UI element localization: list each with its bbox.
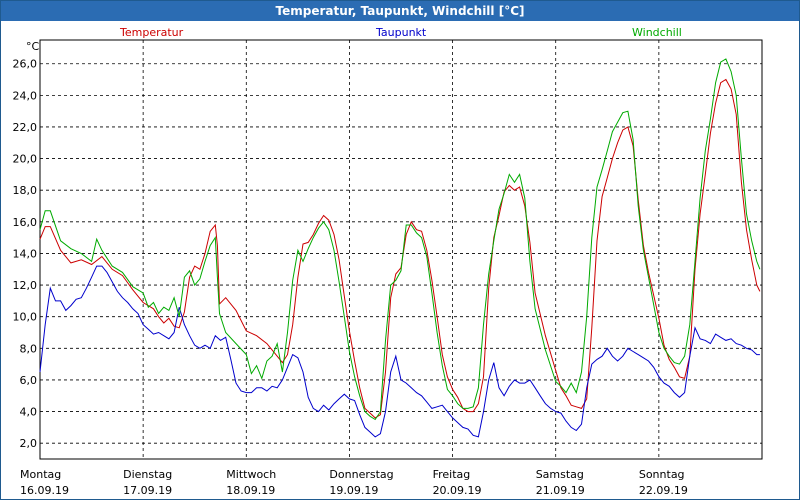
y-axis: 2,0 4,0 6,0 8,0 10,0 12,0 14,0 16,0 18,0 20,0 22,0… (13, 58, 38, 450)
y-tick-label: 18,0 (13, 184, 38, 197)
legend-taupunkt: Taupunkt (375, 26, 427, 39)
window-title: Temperatur, Taupunkt, Windchill [°C] (1, 1, 799, 21)
x-tick-date: 17.09.19 (123, 484, 172, 497)
x-tick-date: 22.09.19 (639, 484, 688, 497)
series-lines (39, 58, 761, 438)
x-tick-day: Dienstag (123, 468, 172, 481)
legend-temperatur: Temperatur (119, 26, 184, 39)
series-line-taupunkt (39, 265, 760, 438)
plot-border (39, 39, 763, 460)
x-axis: Montag 16.09.19 Dienstag 17.09.19 Mittwoch 18… (20, 468, 688, 497)
x-tick-day: Sonntag (639, 468, 685, 481)
x-tick-day: Samstag (536, 468, 584, 481)
x-tick-day: Donnerstag (329, 468, 393, 481)
x-tick-day: Mittwoch (226, 468, 276, 481)
x-tick-date: 21.09.19 (536, 484, 585, 497)
y-tick-label: 20,0 (13, 153, 38, 166)
x-tick-day: Freitag (433, 468, 471, 481)
y-tick-label: 2,0 (20, 437, 38, 450)
y-tick-label: 26,0 (13, 58, 38, 71)
y-tick-label: 6,0 (20, 374, 38, 387)
y-tick-label: 22,0 (13, 121, 38, 134)
y-unit-label: °C (26, 40, 40, 53)
y-tick-label: 8,0 (20, 342, 38, 355)
y-tick-label: 10,0 (13, 311, 38, 324)
series-line-windchill (39, 58, 761, 421)
y-tick-label: 4,0 (20, 406, 38, 419)
y-tick-label: 14,0 (13, 247, 38, 260)
series-line-temperatur (39, 78, 761, 419)
legend-windchill: Windchill (632, 26, 682, 39)
x-tick-date: 20.09.19 (433, 484, 482, 497)
x-tick-date: 16.09.19 (20, 484, 69, 497)
x-tick-day: Montag (20, 468, 61, 481)
grid-lines (40, 40, 762, 459)
x-tick-date: 19.09.19 (329, 484, 378, 497)
y-tick-label: 12,0 (13, 279, 38, 292)
y-tick-label: 16,0 (13, 216, 38, 229)
y-tick-label: 24,0 (13, 89, 38, 102)
x-tick-date: 18.09.19 (226, 484, 275, 497)
